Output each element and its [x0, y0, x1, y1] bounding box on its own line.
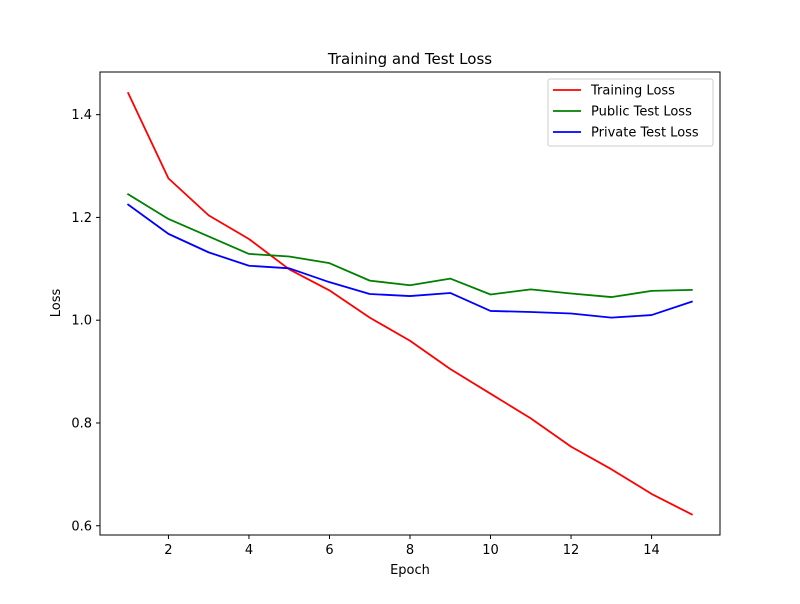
series-line-3 [126, 203, 693, 319]
x-tick-label: 4 [245, 543, 253, 558]
y-axis: 0.6 0.8 1.0 1.2 1.4 [71, 108, 100, 534]
y-tick-label: 0.6 [71, 519, 92, 534]
x-tick-label: 2 [164, 543, 172, 558]
chart-title: Training and Test Loss [327, 50, 492, 68]
x-tick-label: 6 [325, 543, 333, 558]
y-tick-label: 1.2 [71, 211, 92, 226]
x-axis-label: Epoch [390, 563, 430, 578]
legend-label-1: Training Loss [590, 84, 675, 99]
x-tick-label: 14 [643, 543, 660, 558]
legend-items: Training Loss Public Test Loss Private Tes… [553, 84, 699, 141]
series-layer [126, 91, 694, 516]
x-tick-label: 12 [563, 543, 580, 558]
x-tick-label: 8 [406, 543, 414, 558]
plot-frame [99, 71, 721, 536]
plot-area [99, 71, 721, 536]
legend-box [547, 78, 714, 147]
legend-label-3: Private Test Loss [591, 126, 699, 141]
y-tick-label: 1.0 [71, 314, 92, 329]
x-axis: 2 4 6 8 10 12 14 [164, 535, 660, 558]
x-tick-label: 10 [482, 543, 499, 558]
legend: Training Loss Public Test Loss Private Tes… [547, 78, 714, 147]
series-line-2 [126, 193, 693, 298]
y-tick-label: 0.8 [71, 416, 92, 431]
y-tick-label: 1.4 [71, 108, 92, 123]
y-axis-label: Loss [49, 289, 64, 318]
series-line-1 [126, 91, 694, 516]
legend-label-2: Public Test Loss [591, 105, 692, 120]
